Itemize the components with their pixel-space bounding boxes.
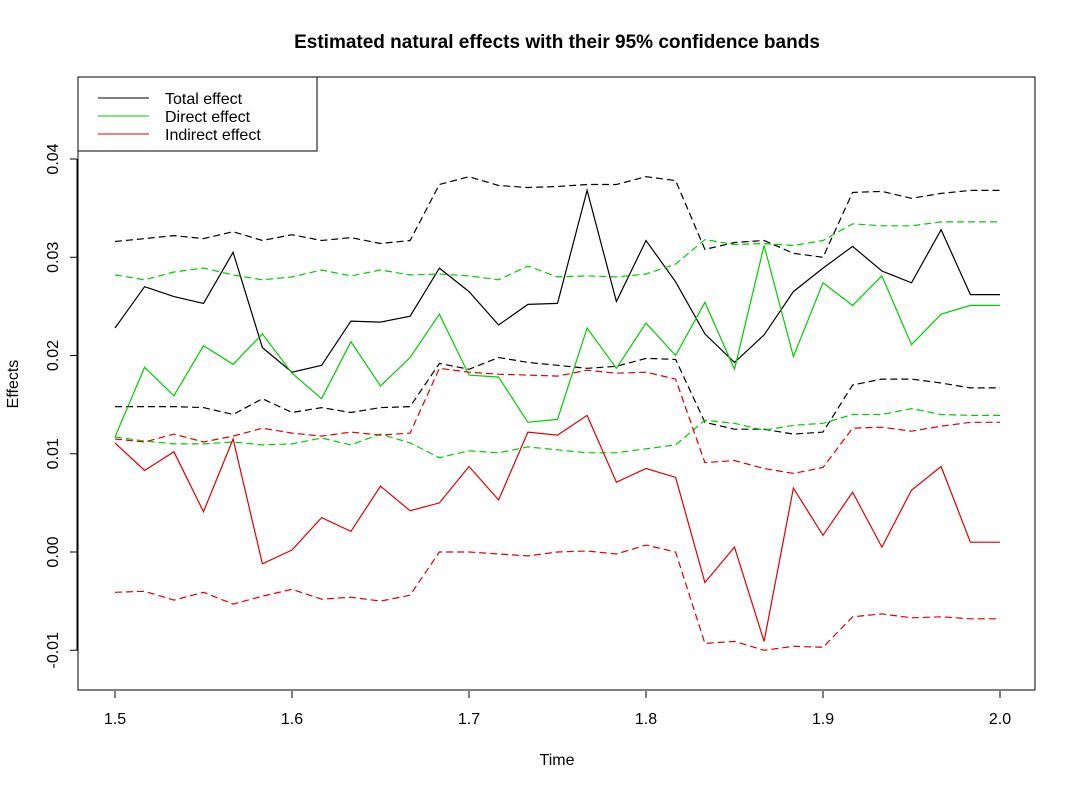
y-tick-label-2: 0.01 <box>45 438 62 469</box>
indirect-effect-line <box>114 414 1000 642</box>
legend-box <box>77 76 318 152</box>
y-tick-label-3: 0.02 <box>45 340 62 371</box>
x-tick-label-1: 1.6 <box>281 711 303 728</box>
x-tick-label-3: 1.8 <box>635 711 657 728</box>
chart-title: Estimated natural effects with their 95%… <box>294 32 820 53</box>
total-upper-band-line <box>114 176 1000 258</box>
x-tick-label-2: 1.7 <box>458 711 480 728</box>
x-axis: 1.5 1.6 1.7 1.8 1.9 2.0 <box>104 689 1011 728</box>
direct-effect-line <box>114 245 1000 438</box>
direct-lower-band-line <box>114 407 1000 459</box>
legend-label-total: Total effect <box>165 91 243 108</box>
x-tick-label-0: 1.5 <box>104 711 126 728</box>
indirect-lower-band-line <box>114 544 1000 651</box>
y-tick-label-1: 0.00 <box>45 536 62 567</box>
x-axis-label: Time <box>540 752 575 769</box>
series-layer <box>114 176 1000 651</box>
y-tick-label-5: 0.04 <box>45 143 62 174</box>
total-lower-band-line <box>115 356 1000 435</box>
direct-upper-band-line <box>114 221 1000 281</box>
y-axis: -0.01 0.00 0.01 0.02 0.03 0.04 <box>45 143 78 669</box>
total-effect-line <box>114 188 1000 373</box>
x-tick-label-4: 1.9 <box>812 711 834 728</box>
legend-label-direct: Direct effect <box>165 109 251 126</box>
legend: Total effect Direct effect Indirect effe… <box>77 76 318 152</box>
y-axis-label: Effects <box>5 360 22 409</box>
x-tick-label-5: 2.0 <box>989 711 1011 728</box>
legend-label-indirect: Indirect effect <box>165 127 261 144</box>
y-tick-label-0: -0.01 <box>45 632 62 669</box>
indirect-upper-band-line <box>114 367 1000 475</box>
plot-area-border <box>77 76 1036 691</box>
y-tick-label-4: 0.03 <box>45 242 62 273</box>
